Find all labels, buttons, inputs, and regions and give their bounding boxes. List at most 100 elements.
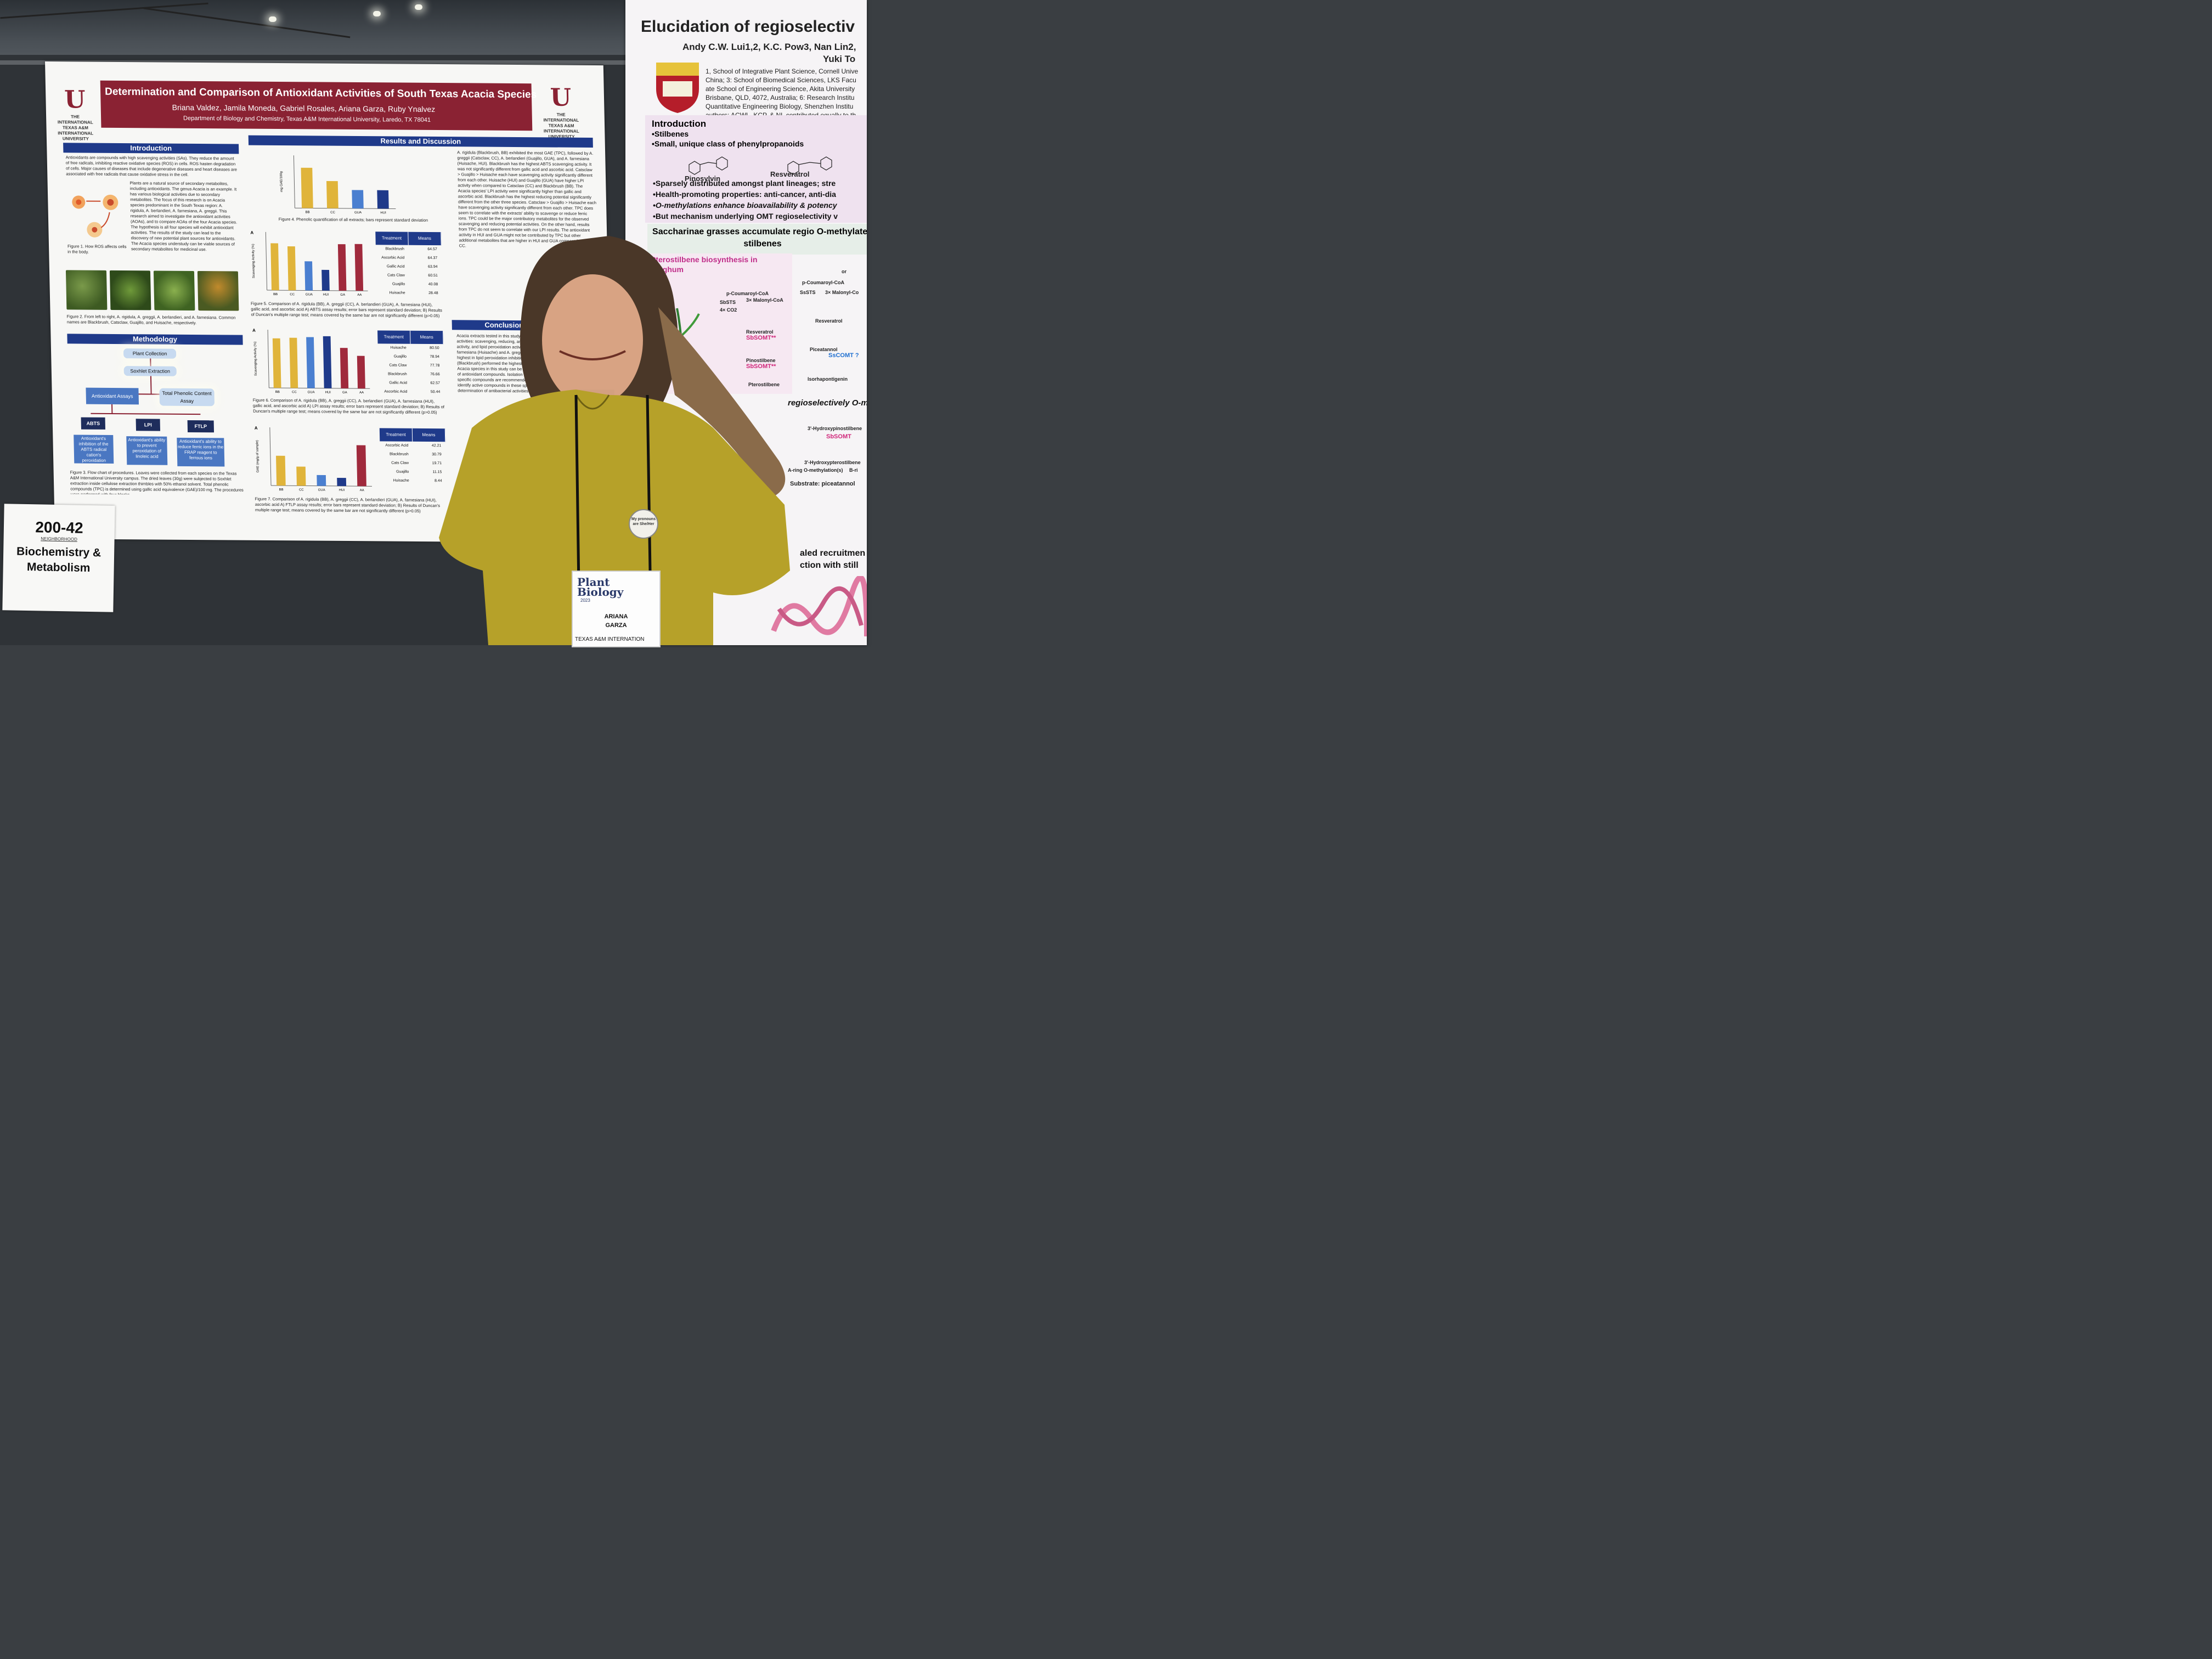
section-introduction: Introduction xyxy=(63,143,239,154)
pronoun-pin: My pronouns are She/Her xyxy=(629,509,658,539)
enzyme-label: SbSOMT** xyxy=(746,335,776,341)
saccharinae-header: Saccharinae grasses accumulate regio O-m… xyxy=(647,224,867,255)
y-axis xyxy=(269,427,272,486)
y-axis xyxy=(265,232,268,290)
chem-label: SsSTS xyxy=(800,290,816,295)
table-cell-treatment: Huisache xyxy=(390,346,407,350)
chem-label: Substrate: piceatannol xyxy=(790,481,855,487)
university-logo-left: U THE INTERNATIONAL TEXAS A&M INTERNATIO… xyxy=(53,86,97,141)
flow-plant-collection: Plant Collection xyxy=(123,348,177,359)
x-tick-label: CC xyxy=(330,211,335,215)
chem-label: p-Coumaroyl-CoA xyxy=(726,291,769,296)
affiliation-line: Brisbane, QLD, 4072, Australia; 6: Resea… xyxy=(706,94,855,101)
bar xyxy=(270,243,279,291)
pronoun-pin-text: My pronouns are She/Her xyxy=(631,517,656,526)
badge-year: 2023 xyxy=(580,598,590,603)
flow-connector xyxy=(150,358,151,366)
bar xyxy=(340,348,349,388)
y-axis-label: Scavenging Activity (%) xyxy=(254,341,258,376)
hku-crest-icon xyxy=(656,63,699,113)
flow-ftlp-description: Antioxidant's ability to reduce ferric i… xyxy=(177,437,225,467)
bar xyxy=(357,356,365,389)
photo-a-berlandieri xyxy=(153,270,195,311)
y-axis-label: GAE (mg/g of sample) xyxy=(256,440,259,472)
flow-lpi-description: Antioxidant's ability to prevent peroxid… xyxy=(126,436,168,465)
bar xyxy=(337,477,347,487)
figure-4-caption: Figure 4. Phenolic quantification of all… xyxy=(278,217,428,223)
flow-connector xyxy=(150,376,152,395)
x-tick-label: HUI xyxy=(380,211,386,215)
stilbene-structures xyxy=(689,156,832,175)
name-badge: Plant Biology 2023 ARIANA GARZA TEXAS A&… xyxy=(572,571,661,647)
x-tick-label: AA xyxy=(357,294,362,297)
affiliation-line: ate School of Engineering Science, Akita… xyxy=(706,85,855,93)
chem-label: Piceatannol xyxy=(810,347,838,352)
table-cell-treatment: Guajillo xyxy=(393,354,407,359)
bar xyxy=(306,337,315,388)
flow-total-phenolic-content: Total Phenolic Content Assay xyxy=(159,388,215,407)
photo-a-farnesiana xyxy=(197,271,239,311)
figure-7-caption: Figure 7. Comparison of A. rigidula (BB)… xyxy=(255,496,441,514)
table-cell-treatment: Blackbrush xyxy=(390,452,409,456)
section-results-discussion: Results and Discussion xyxy=(248,135,593,148)
right-section-header: aled recruitmen xyxy=(800,549,866,558)
chem-label: 4× CO2 xyxy=(720,307,737,313)
enzyme-label: SbSOMT xyxy=(826,433,851,440)
x-tick-label: AA xyxy=(359,391,364,394)
flow-lpi: LPI xyxy=(136,419,161,431)
poster-department: Department of Biology and Chemistry, Tex… xyxy=(183,115,431,123)
flow-abts: ABTS xyxy=(81,417,106,430)
panel-label: A xyxy=(252,328,256,333)
table-cell-treatment: Ascorbic Acid xyxy=(384,390,408,394)
right-poster-authors: Andy C.W. Lui1,2, K.C. Pow3, Nan Lin2, xyxy=(682,42,856,52)
affiliation-line: China; 3: School of Biomedical Sciences,… xyxy=(706,76,856,84)
bar xyxy=(276,455,286,486)
ceiling-light xyxy=(269,16,276,22)
chem-label: 3× Malonyl-Co xyxy=(825,290,859,295)
poster-board-frame xyxy=(0,60,647,65)
chem-label: 3× Malonyl-CoA xyxy=(746,297,783,303)
affiliation-line: 1, School of Integrative Plant Science, … xyxy=(706,67,859,75)
table-cell-treatment: Ascorbic Acid xyxy=(385,443,409,448)
bar xyxy=(356,445,366,487)
bar xyxy=(326,181,338,208)
x-tick-label: HUI xyxy=(339,489,345,492)
badge-organization: TEXAS A&M INTERNATION xyxy=(575,636,645,642)
photo-a-rigidula xyxy=(65,270,108,310)
right-section-header: regioselectively O-met xyxy=(788,398,867,408)
figure-4-chart: mg GAE/100g BB CC GUA HUI xyxy=(280,155,396,215)
figure-6-chart: Scavenging Activity (%) A BB CC GUA HUI GA AA xyxy=(252,328,370,394)
bar xyxy=(321,269,330,291)
chem-label: 3'-Hydroxypinostilbene xyxy=(808,426,862,431)
table-cell-treatment: Guajillo xyxy=(396,470,409,474)
bar xyxy=(304,261,313,291)
protein-structure-image xyxy=(771,576,867,637)
right-poster-title: Elucidation of regioselectiv xyxy=(641,18,855,36)
x-tick-label: GUA xyxy=(306,293,313,296)
figure-3-caption: Figure 3. Flow chart of procedures. Leav… xyxy=(70,470,244,495)
x-tick-label: GA xyxy=(340,294,345,297)
poster-title: Determination and Comparison of Antioxid… xyxy=(104,86,537,101)
x-tick-label: BB xyxy=(306,211,310,214)
x-tick-label: GUA xyxy=(354,211,362,215)
booth-number: 200-42 xyxy=(35,518,83,537)
chem-label: Pinostilbene xyxy=(746,358,776,363)
bar xyxy=(287,246,296,291)
y-axis-label: mg GAE/100g xyxy=(280,171,284,192)
right-poster-affiliations: 1, School of Integrative Plant Science, … xyxy=(706,67,858,120)
figure-7-chart: GAE (mg/g of sample) A BB CC GUA HUI AA xyxy=(255,426,373,492)
table-header-treatment: Treatment xyxy=(379,428,413,442)
affiliation-line: Quantitative Engineering Biology, Shenzh… xyxy=(706,103,854,110)
logo-mark-icon: U xyxy=(64,86,86,114)
chem-label: B-ri xyxy=(849,467,858,473)
chem-label: 3'-Hydroxypterostilbene xyxy=(804,460,861,465)
x-tick-label: AA xyxy=(360,489,364,492)
molecule-pinosylvin: Pinosylvin xyxy=(685,174,721,183)
figure-5-caption: Figure 5. Comparison of A. rigidula (BB)… xyxy=(251,301,442,319)
table-cell-treatment: Huisache xyxy=(393,478,409,483)
flow-abts-description: Antioxidant's inhibition of the ABTS rad… xyxy=(74,435,114,464)
figure-6-caption: Figure 6. Comparison of A. rigidula (BB)… xyxy=(252,397,445,415)
x-tick-label: CC xyxy=(292,391,297,394)
bar xyxy=(289,337,298,388)
intro-text: Antioxidants are compounds with high sca… xyxy=(65,155,238,177)
